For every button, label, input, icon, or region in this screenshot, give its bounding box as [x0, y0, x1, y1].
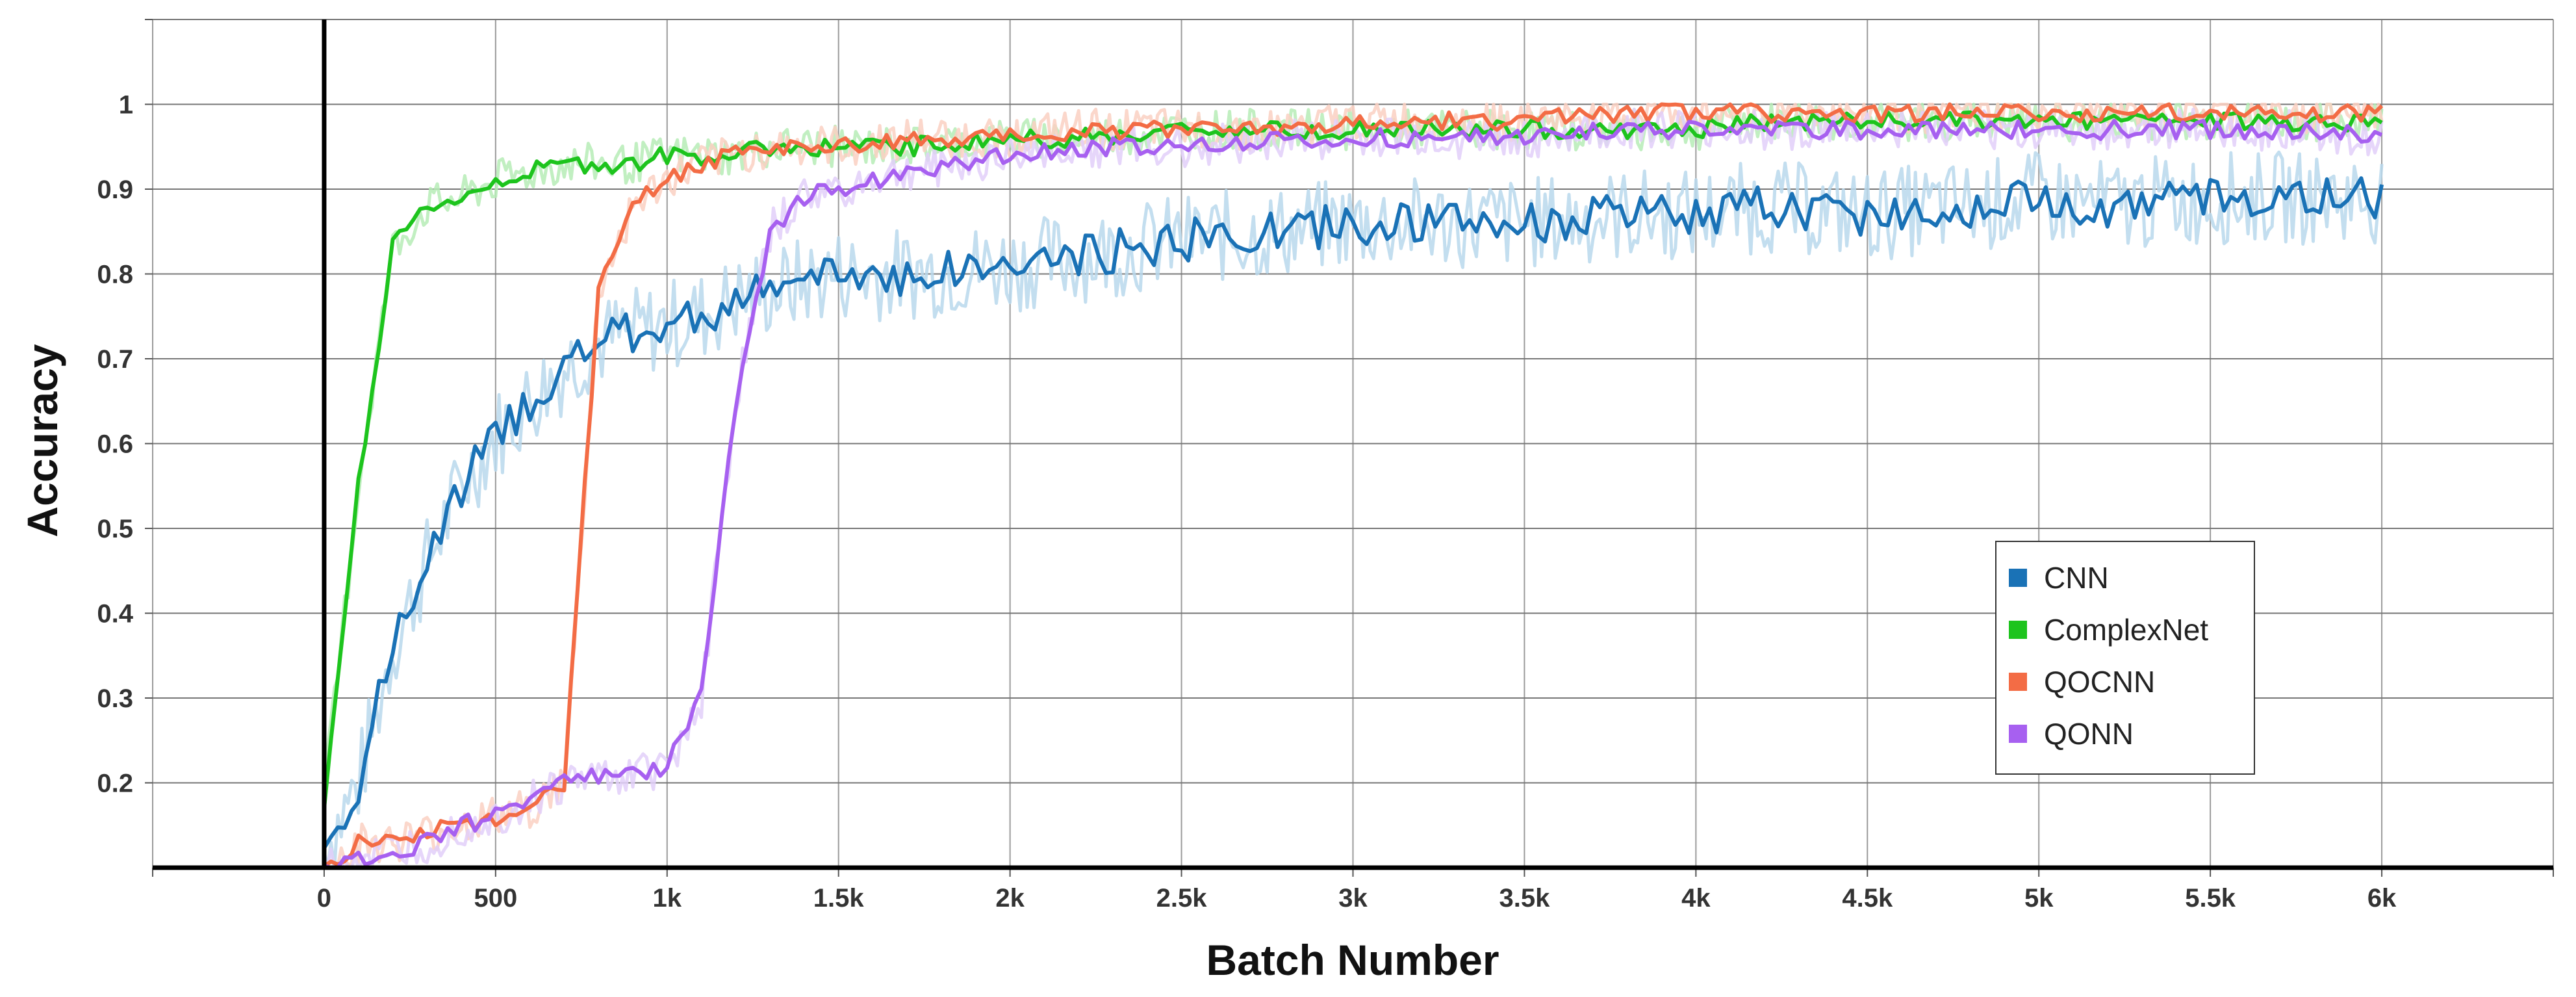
x-tick-label: 4k — [1681, 884, 1711, 913]
series-line-qocnn — [323, 102, 2384, 868]
chart-legend: CNN ComplexNet QOCNN QONN — [1995, 541, 2255, 775]
x-tick-label: 5.5k — [2185, 884, 2236, 913]
tick-labels: 0 500 1k 1.5k 2k 2.5k 3k 3.5k 4k 4.5k 5k 5.5k 6k 0.2 0… — [97, 91, 2397, 913]
y-tick-label: 0.3 — [97, 684, 133, 713]
series-line-cnn — [322, 176, 2384, 849]
legend-label-qocnn: QOCNN — [2044, 665, 2155, 699]
y-tick-label: 0.2 — [97, 770, 133, 798]
y-tick-label: 1 — [119, 91, 133, 120]
x-tick-label: 0 — [317, 884, 331, 913]
y-tick-label: 0.5 — [97, 515, 133, 543]
legend-box — [1995, 541, 2255, 775]
legend-swatch-cnn — [2009, 569, 2027, 587]
y-axis-title: Accuracy — [18, 344, 66, 537]
y-tick-label: 0.8 — [97, 261, 133, 289]
y-tick-label: 0.4 — [97, 600, 133, 628]
series-line-qonn — [324, 118, 2383, 870]
x-tick-label: 3.5k — [1499, 884, 1550, 913]
x-axis-title: Batch Number — [1206, 936, 1499, 984]
x-tick-label: 4.5k — [1842, 884, 1893, 913]
legend-label-cnn: CNN — [2044, 561, 2109, 595]
x-tick-label: 6k — [2367, 884, 2397, 913]
legend-label-qonn: QONN — [2044, 717, 2134, 751]
y-tick-label: 0.6 — [97, 430, 133, 459]
series-lines — [322, 102, 2384, 870]
x-tick-label: 2k — [995, 884, 1025, 913]
x-tick-label: 2.5k — [1156, 884, 1208, 913]
series-line-complexnet — [322, 110, 2383, 809]
legend-label-complexnet: ComplexNet — [2044, 613, 2208, 647]
x-tick-label: 1.5k — [813, 884, 865, 913]
legend-swatch-qonn — [2009, 725, 2027, 743]
x-tick-label: 3k — [1338, 884, 1368, 913]
y-tick-label: 0.7 — [97, 345, 133, 374]
x-tick-label: 5k — [2024, 884, 2054, 913]
x-tick-label: 1k — [653, 884, 682, 913]
chart-axes — [145, 19, 2554, 877]
legend-swatch-complexnet — [2009, 621, 2027, 639]
legend-swatch-qocnn — [2009, 673, 2027, 691]
x-tick-label: 500 — [474, 884, 517, 913]
y-tick-label: 0.9 — [97, 175, 133, 204]
